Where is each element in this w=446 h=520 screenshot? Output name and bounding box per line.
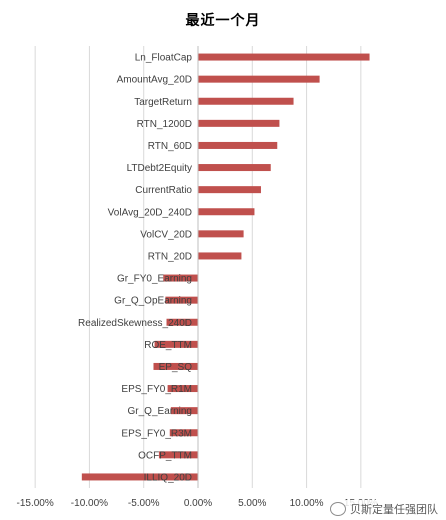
x-tick-label-3: 0.00% [184,498,212,509]
category-label-2: TargetReturn [134,97,192,108]
bar-7 [198,208,255,216]
category-label-6: CurrentRatio [135,185,192,196]
chart-title: 最近一个月 [185,13,261,29]
bar-17 [169,429,198,437]
category-label-10: Gr_FY0_Earning [117,274,192,285]
category-label-19: ILLIQ_20D [144,472,192,483]
x-tick-label-1: -10.00% [71,498,108,509]
x-tick-label-2: -5.00% [128,498,160,509]
bar-3 [198,119,280,127]
category-label-11: Gr_Q_OpEarning [114,296,192,307]
bar-9 [198,252,242,260]
category-label-18: OCFP_TTM [138,450,192,461]
bar-8 [198,230,244,238]
category-label-4: RTN_60D [148,141,192,152]
bar-15 [167,385,198,393]
x-tick-label-4: 5.00% [238,498,266,509]
category-label-3: RTN_1200D [137,119,192,130]
bar-10 [163,274,198,282]
category-label-14: EP_SQ [159,362,193,373]
bar-13 [154,340,198,348]
category-label-9: RTN_20D [148,251,192,262]
bar-16 [170,407,198,415]
watermark: 贝斯定量任强团队 [328,500,440,518]
category-label-5: LTDebt2Equity [127,163,192,174]
category-label-12: RealizedSkewness_240D [78,318,192,329]
bar-14 [153,362,198,370]
bar-4 [198,141,278,149]
bar-0 [198,53,370,61]
bar-18 [158,451,198,459]
category-label-17: EPS_FY0_R3M [121,428,192,439]
category-label-13: ROE_TTM [144,340,192,351]
bar-1 [198,75,320,83]
bar-19 [81,473,198,481]
x-tick-label-5: 10.00% [290,498,324,509]
bar-5 [198,164,271,172]
category-label-1: AmountAvg_20D [117,75,192,86]
wechat-icon [330,502,346,516]
category-label-8: VolCV_20D [140,229,192,240]
bar-6 [198,186,261,194]
category-label-15: EPS_FY0_R1M [121,384,192,395]
category-label-7: VolAvg_20D_240D [108,207,192,218]
category-label-16: Gr_Q_Earning [128,406,192,417]
watermark-text: 贝斯定量任强团队 [350,503,438,516]
bar-11 [165,296,198,304]
bar-2 [198,97,294,105]
bar-12 [166,318,198,326]
x-tick-label-0: -15.00% [17,498,54,509]
category-label-0: Ln_FloatCap [135,53,193,64]
